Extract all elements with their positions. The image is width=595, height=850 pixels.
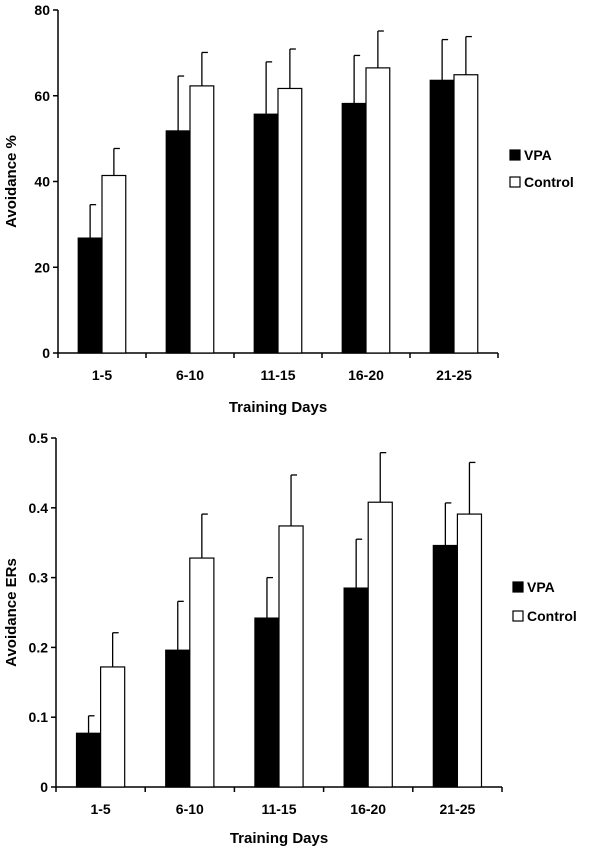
bar-control xyxy=(278,525,304,788)
bar-control xyxy=(453,74,479,354)
bar-control xyxy=(277,87,303,354)
bar-control xyxy=(456,513,483,788)
legend-swatch-vpa xyxy=(509,149,521,161)
x-tick-label: 11-15 xyxy=(260,367,295,383)
legend-swatch-vpa xyxy=(512,581,524,593)
bar-vpa xyxy=(432,544,459,788)
bar-vpa xyxy=(429,79,455,354)
y-tick-label: 0 xyxy=(42,345,50,361)
legend-label-vpa: VPA xyxy=(527,579,555,595)
legend-swatch-control xyxy=(512,610,524,622)
bar-control xyxy=(189,557,215,788)
y-tick-label: 0.4 xyxy=(29,500,49,516)
legend-label-vpa: VPA xyxy=(524,147,552,163)
bar-vpa xyxy=(341,102,367,354)
bar-control xyxy=(101,174,127,354)
bar-control xyxy=(365,67,391,354)
x-tick-label: 1-5 xyxy=(92,367,112,383)
y-tick-label: 20 xyxy=(34,259,50,275)
x-tick-label: 11-15 xyxy=(261,801,296,817)
bar-vpa xyxy=(253,113,279,354)
x-axis-label: Training Days xyxy=(229,399,327,416)
y-tick-label: 0.3 xyxy=(29,570,49,586)
bar-control xyxy=(367,501,393,788)
x-axis-label: Training Days xyxy=(230,830,328,847)
chart-panel-2: 0 0.1 0.2 0.3 0.4 0.5 1-5 6-10 11-15 16-20 21-25 Tr… xyxy=(3,430,577,847)
bar-vpa xyxy=(75,732,102,788)
y-tick-label: 0.1 xyxy=(29,709,49,725)
x-tick-label: 21-25 xyxy=(439,801,475,817)
legend-label-control: Control xyxy=(527,608,577,624)
x-tick-label: 6-10 xyxy=(176,367,204,383)
y-tick-label: 40 xyxy=(34,174,50,190)
bar-vpa xyxy=(165,649,191,788)
bar-vpa xyxy=(165,130,191,354)
y-tick-label: 80 xyxy=(34,2,50,18)
y-tick-label: 0.5 xyxy=(29,430,49,446)
bar-vpa xyxy=(254,617,280,788)
chart-panel-1: 0 20 40 60 80 1-5 6-10 11-15 16-20 21-25 Training … xyxy=(3,2,574,416)
x-tick-label: 16-20 xyxy=(350,801,386,817)
x-tick-label: 6-10 xyxy=(176,801,204,817)
bar-vpa xyxy=(77,237,103,354)
x-tick-label: 1-5 xyxy=(90,801,110,817)
x-tick-label: 21-25 xyxy=(436,367,472,383)
y-tick-label: 0 xyxy=(40,779,48,795)
bar-control xyxy=(189,85,215,354)
legend-label-control: Control xyxy=(524,174,574,190)
x-tick-label: 16-20 xyxy=(348,367,384,383)
y-tick-label: 60 xyxy=(34,88,50,104)
bar-vpa xyxy=(343,587,369,788)
y-axis-label: Avoidance ERs xyxy=(3,558,20,667)
y-tick-label: 0.2 xyxy=(29,639,49,655)
bar-control xyxy=(99,666,126,788)
legend-swatch-control xyxy=(509,176,521,188)
y-axis-label: Avoidance % xyxy=(3,135,20,228)
